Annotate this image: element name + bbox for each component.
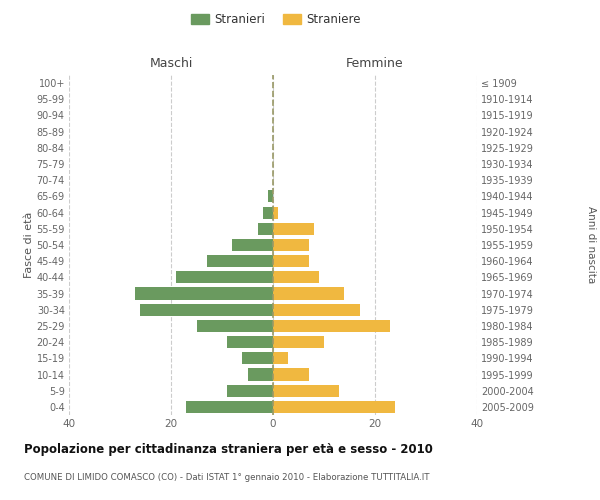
Bar [187,401,273,413]
Bar [206,255,273,268]
Bar [135,288,273,300]
Bar [248,368,273,380]
Bar [227,336,273,348]
Bar [273,320,391,332]
Bar [232,239,273,251]
Bar [273,368,309,380]
Bar [227,384,273,397]
Text: Anni di nascita: Anni di nascita [586,206,596,284]
Text: Femmine: Femmine [346,57,404,70]
Bar [273,352,289,364]
Bar [268,190,273,202]
Y-axis label: Fasce di età: Fasce di età [23,212,34,278]
Bar [273,401,395,413]
Bar [197,320,273,332]
Bar [273,288,344,300]
Text: COMUNE DI LIMIDO COMASCO (CO) - Dati ISTAT 1° gennaio 2010 - Elaborazione TUTTIT: COMUNE DI LIMIDO COMASCO (CO) - Dati IST… [24,472,430,482]
Text: Maschi: Maschi [149,57,193,70]
Bar [176,272,273,283]
Bar [273,336,324,348]
Bar [273,304,360,316]
Bar [263,206,273,218]
Bar [273,239,309,251]
Bar [273,206,278,218]
Legend: Stranieri, Straniere: Stranieri, Straniere [186,8,366,31]
Bar [273,272,319,283]
Bar [140,304,273,316]
Text: Popolazione per cittadinanza straniera per età e sesso - 2010: Popolazione per cittadinanza straniera p… [24,442,433,456]
Bar [273,255,309,268]
Bar [242,352,273,364]
Bar [258,222,273,235]
Bar [273,222,314,235]
Bar [273,384,340,397]
